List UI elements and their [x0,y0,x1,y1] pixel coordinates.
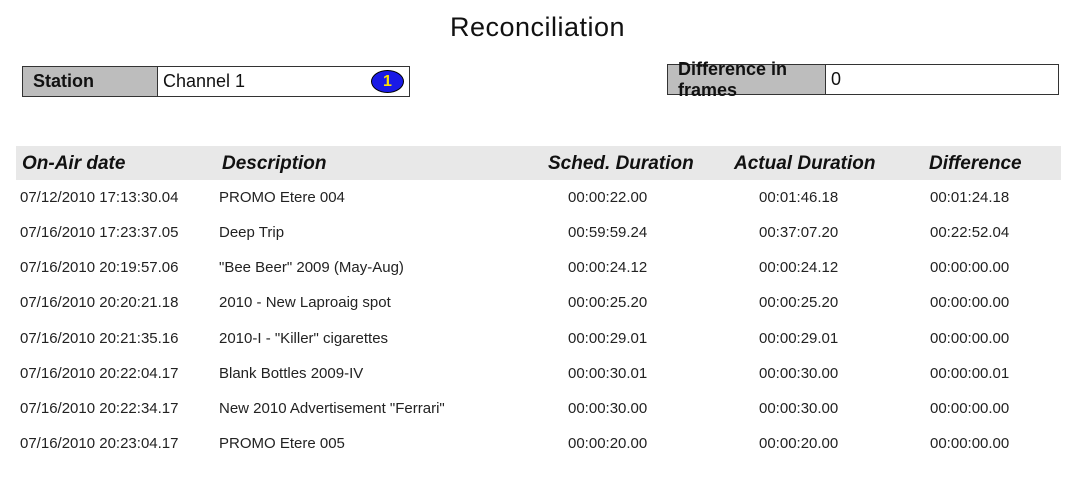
cell-difference: 00:01:24.18 [930,189,1010,206]
cell-actual-duration: 00:00:20.00 [759,435,839,452]
station-field: Station Channel 1 1 [22,66,410,97]
cell-actual-duration: 00:00:30.00 [759,400,839,417]
table-row: 07/16/2010 20:21:35.16 2010-I - "Killer"… [0,330,1068,365]
cell-difference: 00:00:00.00 [930,259,1010,276]
table-row: 07/16/2010 20:20:21.18 2010 - New Laproa… [0,294,1068,329]
cell-actual-duration: 00:00:24.12 [759,259,839,276]
table-row: 07/16/2010 20:19:57.06 "Bee Beer" 2009 (… [0,259,1068,294]
cell-difference: 00:22:52.04 [930,224,1010,241]
cell-description: "Bee Beer" 2009 (May-Aug) [219,259,404,276]
cell-on-air-date: 07/16/2010 20:19:57.06 [20,259,179,276]
table-row: 07/16/2010 17:23:37.05 Deep Trip 00:59:5… [0,224,1068,259]
cell-sched-duration: 00:00:29.01 [568,330,648,347]
cell-sched-duration: 00:59:59.24 [568,224,648,241]
header-sched-duration: Sched. Duration [548,153,694,174]
difference-in-frames-field: Difference in frames 0 [667,59,1059,100]
cell-description: PROMO Etere 004 [219,189,345,206]
cell-sched-duration: 00:00:25.20 [568,294,648,311]
difference-in-frames-value-container: 0 [826,65,1058,94]
cell-sched-duration: 00:00:22.00 [568,189,648,206]
table-row: 07/16/2010 20:22:04.17 Blank Bottles 200… [0,365,1068,400]
cell-description: 2010 - New Laproaig spot [219,294,391,311]
cell-actual-duration: 00:00:30.00 [759,365,839,382]
cell-description: PROMO Etere 005 [219,435,345,452]
cell-on-air-date: 07/16/2010 20:23:04.17 [20,435,179,452]
cell-actual-duration: 00:00:25.20 [759,294,839,311]
cell-actual-duration: 00:01:46.18 [759,189,839,206]
cell-on-air-date: 07/16/2010 20:22:04.17 [20,365,179,382]
cell-actual-duration: 00:00:29.01 [759,330,839,347]
difference-in-frames-label: Difference in frames [668,59,826,100]
cell-description: Deep Trip [219,224,285,241]
cell-on-air-date: 07/16/2010 20:20:21.18 [20,294,179,311]
cell-description: Blank Bottles 2009-IV [219,365,364,382]
cell-difference: 00:00:00.01 [930,365,1010,382]
cell-description: 2010-I - "Killer" cigarettes [219,330,389,347]
cell-actual-duration: 00:37:07.20 [759,224,839,241]
station-value-container: Channel 1 1 [158,67,409,96]
table-row: 07/12/2010 17:13:30.04 PROMO Etere 004 0… [0,189,1068,224]
cell-on-air-date: 07/16/2010 17:23:37.05 [20,224,179,241]
header-actual-duration: Actual Duration [734,153,876,174]
header-difference: Difference [929,153,1022,174]
station-number-badge: 1 [371,70,404,93]
cell-difference: 00:00:00.00 [930,294,1010,311]
cell-difference: 00:00:00.00 [930,400,1010,417]
cell-sched-duration: 00:00:30.01 [568,365,648,382]
table-row: 07/16/2010 20:22:34.17 New 2010 Advertis… [0,400,1068,435]
header-on-air-date: On-Air date [22,153,126,174]
cell-description: New 2010 Advertisement "Ferrari" [219,400,445,417]
cell-sched-duration: 00:00:30.00 [568,400,648,417]
cell-difference: 00:00:00.00 [930,435,1010,452]
station-value: Channel 1 [163,71,246,91]
report-title: Reconciliation [449,12,626,42]
cell-sched-duration: 00:00:20.00 [568,435,648,452]
cell-on-air-date: 07/16/2010 20:22:34.17 [20,400,179,417]
cell-on-air-date: 07/16/2010 20:21:35.16 [20,330,179,347]
difference-in-frames-value: 0 [831,69,842,89]
cell-on-air-date: 07/12/2010 17:13:30.04 [20,189,179,206]
table-header: On-Air date Description Sched. Duration … [16,146,1061,180]
table-row: 07/16/2010 20:23:04.17 PROMO Etere 005 0… [0,435,1068,470]
cell-sched-duration: 00:00:24.12 [568,259,648,276]
cell-difference: 00:00:00.00 [930,330,1010,347]
header-description: Description [222,153,327,174]
station-label: Station [23,67,158,96]
